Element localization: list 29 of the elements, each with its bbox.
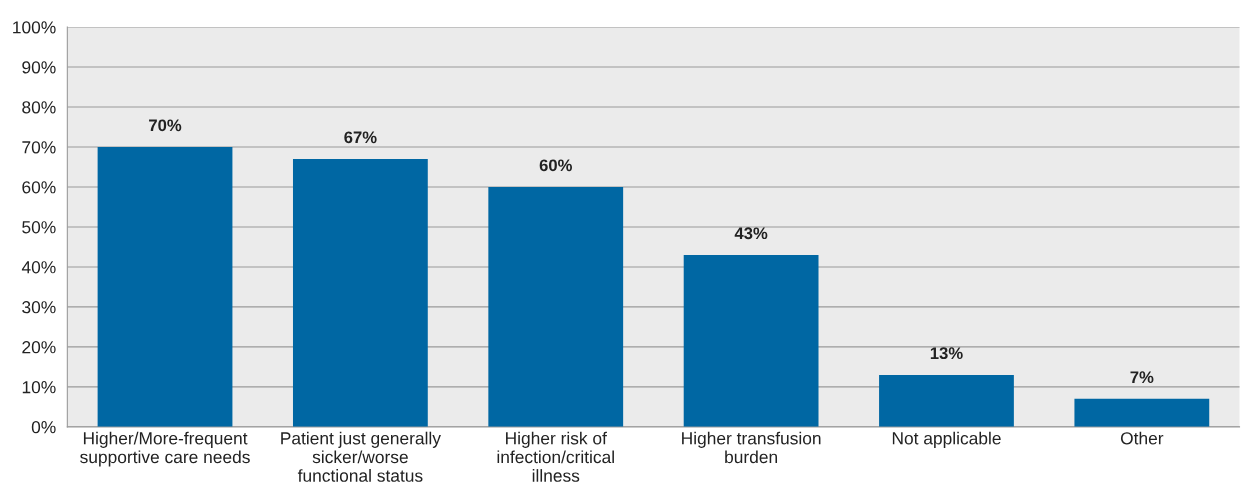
y-tick-label: 10% [22, 381, 56, 394]
x-tick-label: Patient just generally sicker/worse functional status [281, 431, 441, 482]
y-tick-label: 100% [13, 21, 56, 34]
y-tick-label: 90% [22, 61, 56, 74]
y-tick-label: 80% [22, 101, 56, 114]
data-label: 13% [930, 347, 963, 360]
bar [292, 158, 428, 427]
y-tick-label: 20% [22, 341, 56, 354]
y-tick-label: 0% [31, 421, 56, 434]
bar [97, 146, 233, 427]
y-tick-label: 50% [22, 221, 56, 234]
y-tick-label: 40% [21, 261, 56, 274]
bar [488, 186, 624, 427]
data-label: 43% [734, 227, 768, 240]
y-tick-label: 30% [22, 301, 56, 314]
x-tick-label: Higher transfusion burden [682, 431, 821, 464]
x-tick-label: Higher/More-frequent supportive care needs [80, 431, 250, 467]
x-tick-label: Higher risk of infection/critical illness [497, 431, 614, 482]
x-tick-label: Not applicable [892, 431, 1001, 448]
data-label: 67% [344, 131, 377, 144]
data-label: 70% [149, 119, 182, 132]
bar [683, 254, 819, 427]
y-tick-label: 60% [22, 181, 56, 194]
data-label: 7% [1130, 371, 1154, 384]
x-tick-label: Other [1120, 431, 1164, 445]
y-tick-label: 70% [22, 141, 56, 154]
bar [879, 374, 1014, 427]
bar [1074, 398, 1210, 427]
data-label: 60% [539, 159, 572, 172]
